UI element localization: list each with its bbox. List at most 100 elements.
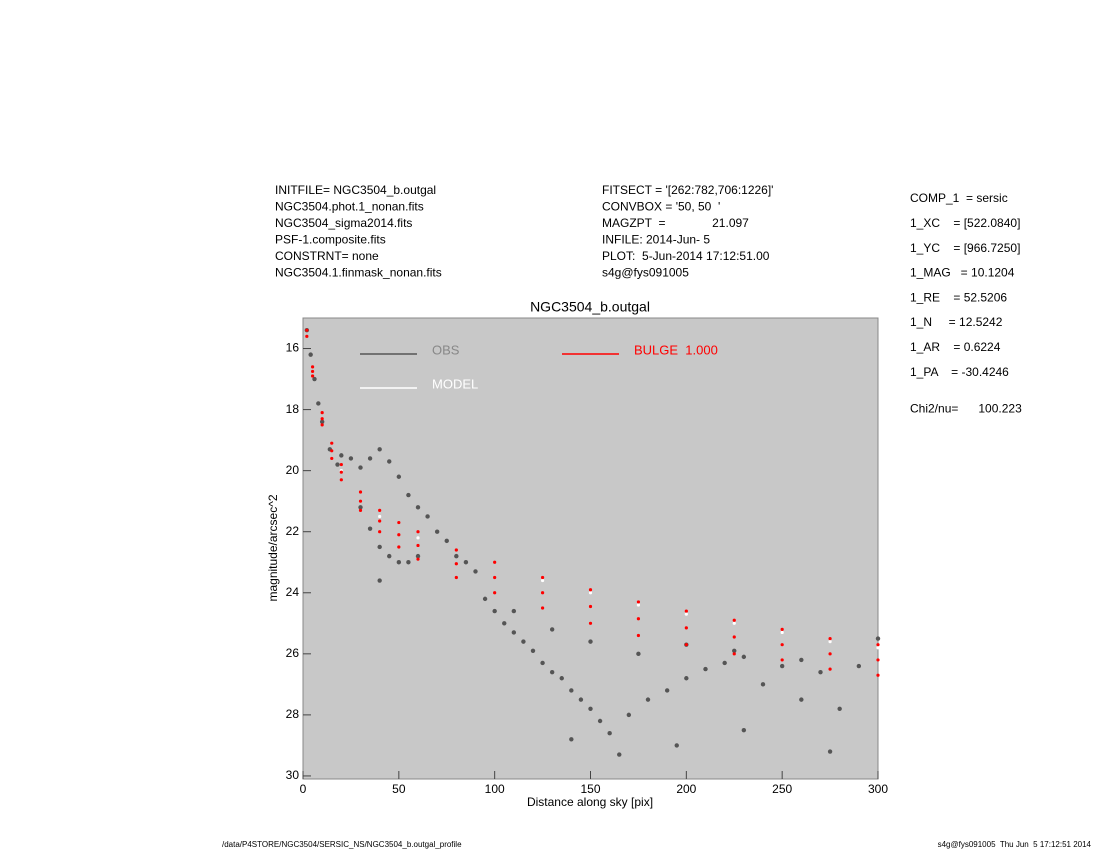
- data-point: [308, 352, 313, 357]
- info-text: MAGZPT = 21.097: [602, 216, 749, 230]
- data-point: [549, 669, 555, 675]
- param-text: COMP_1 = sersic: [910, 191, 1008, 205]
- data-point: [339, 462, 343, 467]
- data-point: [358, 490, 363, 494]
- data-point: [856, 663, 862, 669]
- data-point: [636, 617, 641, 621]
- info-text: INFILE: 2014-Jun- 5: [602, 233, 710, 247]
- info-text: NGC3504.1.finmask_nonan.fits: [275, 266, 442, 280]
- data-point: [310, 365, 315, 369]
- data-point: [444, 538, 449, 544]
- data-point: [578, 697, 584, 702]
- data-point: [416, 536, 420, 540]
- data-point: [454, 562, 458, 566]
- data-point: [607, 731, 612, 736]
- y-tick-label: 30: [286, 768, 300, 782]
- data-point: [377, 544, 382, 550]
- data-point: [312, 376, 317, 382]
- data-point: [684, 626, 688, 630]
- data-point: [664, 688, 670, 693]
- data-point: [492, 608, 497, 614]
- data-point: [828, 667, 832, 671]
- y-tick-label: 28: [286, 707, 300, 721]
- x-tick-label: 0: [300, 782, 307, 796]
- data-point: [473, 569, 478, 574]
- data-point: [617, 752, 622, 757]
- data-point: [588, 604, 593, 609]
- param-text: 1_PA = -30.4246: [910, 365, 1009, 379]
- info-text: INITFILE= NGC3504_b.outgal: [275, 183, 436, 197]
- x-tick-label: 200: [676, 782, 696, 796]
- data-point: [367, 456, 373, 461]
- data-point: [828, 636, 832, 641]
- y-tick-label: 20: [286, 463, 300, 477]
- data-point: [732, 618, 736, 622]
- info-text: PLOT: 5-Jun-2014 17:12:51.00: [602, 249, 770, 263]
- data-point: [760, 682, 766, 687]
- data-point: [330, 449, 334, 453]
- data-point: [330, 456, 334, 461]
- info-text: NGC3504.phot.1_nonan.fits: [275, 200, 424, 214]
- data-point: [828, 640, 832, 644]
- data-point: [540, 575, 545, 580]
- info-text: PSF-1.composite.fits: [275, 233, 386, 247]
- y-axis-label: magnitude/arcsec^2: [266, 494, 280, 601]
- data-point: [367, 526, 373, 531]
- x-axis-label: Distance along sky [pix]: [527, 795, 653, 809]
- data-point: [511, 630, 517, 635]
- data-point: [780, 658, 784, 662]
- data-point: [876, 673, 880, 677]
- data-point: [799, 657, 804, 663]
- data-point: [875, 636, 881, 641]
- data-point: [799, 697, 804, 702]
- param-text: 1_XC = [522.0840]: [910, 216, 1020, 230]
- data-point: [559, 676, 564, 681]
- data-point: [588, 706, 593, 711]
- y-tick-label: 16: [286, 341, 300, 355]
- data-point: [377, 578, 382, 583]
- data-point: [416, 530, 420, 534]
- data-point: [732, 652, 736, 656]
- data-point: [335, 462, 340, 467]
- data-point: [406, 560, 411, 565]
- data-point: [434, 529, 440, 534]
- data-point: [732, 648, 737, 653]
- data-point: [684, 609, 688, 613]
- data-point: [502, 621, 507, 626]
- data-point: [358, 508, 363, 512]
- info-text: CONSTRNT= none: [275, 249, 379, 263]
- data-point: [636, 600, 641, 604]
- footer-right: s4g@fys091005 Thu Jun 5 17:12:51 2014: [938, 840, 1092, 849]
- y-tick-label: 24: [286, 585, 300, 599]
- data-point: [876, 643, 880, 647]
- data-point: [416, 557, 420, 561]
- legend-label: BULGE 1.000: [634, 342, 718, 357]
- data-point: [396, 474, 402, 479]
- data-point: [732, 621, 736, 625]
- param-text: 1_AR = 0.6224: [910, 340, 1001, 354]
- data-point: [425, 514, 430, 519]
- data-point: [320, 411, 324, 415]
- data-point: [540, 660, 545, 666]
- data-point: [684, 612, 688, 616]
- data-point: [305, 328, 309, 332]
- param-text: 1_MAG = 10.1204: [910, 266, 1015, 280]
- chart-title: NGC3504_b.outgal: [530, 299, 650, 315]
- data-point: [876, 646, 880, 650]
- data-point: [339, 453, 344, 458]
- data-point: [569, 688, 574, 693]
- data-point: [741, 727, 747, 733]
- data-point: [305, 334, 309, 338]
- data-point: [397, 533, 401, 537]
- x-tick-label: 300: [868, 782, 888, 796]
- data-point: [493, 591, 497, 595]
- data-point: [645, 697, 651, 702]
- data-point: [387, 553, 392, 559]
- param-text: Chi2/nu= 100.223: [910, 402, 1022, 416]
- data-point: [549, 627, 555, 632]
- data-point: [310, 369, 315, 374]
- data-point: [339, 478, 343, 482]
- data-point: [378, 514, 382, 519]
- data-point: [358, 465, 363, 470]
- data-point: [741, 654, 747, 660]
